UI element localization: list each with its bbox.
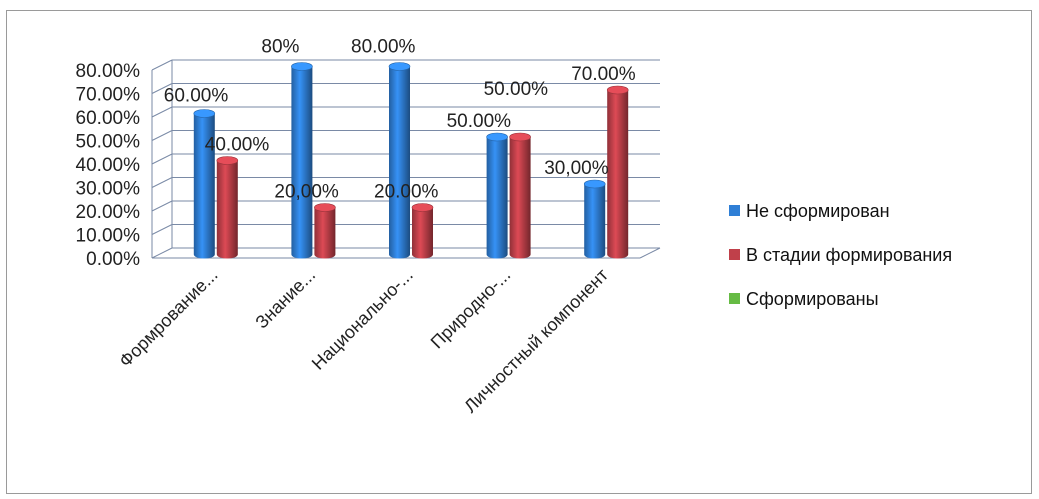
data-labels: 60.00% 40.00% 80% 20,00% 80.00% 20.00% 50.00% 5… bbox=[164, 37, 636, 203]
legend-swatch bbox=[729, 249, 740, 260]
legend-swatch bbox=[729, 293, 740, 304]
data-label: 50.00% bbox=[484, 79, 549, 100]
bars bbox=[193, 62, 629, 259]
bar-1-5 bbox=[583, 179, 606, 259]
data-label: 40.00% bbox=[205, 135, 270, 156]
gridline-side bbox=[151, 130, 173, 141]
y-tick-label: 10.00% bbox=[76, 226, 141, 247]
category-label: Национально-... bbox=[308, 265, 417, 374]
y-tick-label: 0.00% bbox=[86, 249, 140, 270]
y-tick-label: 40.00% bbox=[76, 155, 141, 176]
y-tick-label: 30.00% bbox=[76, 179, 141, 200]
gridline-side bbox=[151, 59, 173, 71]
bar-1-4 bbox=[486, 132, 508, 259]
category-label: Знание... bbox=[251, 265, 319, 333]
y-tick-label: 70.00% bbox=[76, 85, 141, 106]
data-label: 60.00% bbox=[164, 86, 229, 107]
data-label: 50.00% bbox=[447, 111, 512, 132]
gridline-side bbox=[151, 247, 173, 259]
legend-item: Сформированы bbox=[729, 289, 879, 309]
bar-1-1 bbox=[193, 109, 216, 259]
gridline-side bbox=[151, 224, 173, 235]
bar-2-3 bbox=[411, 203, 434, 259]
data-label: 30,00% bbox=[544, 158, 609, 179]
legend-label: В стадии формирования bbox=[746, 245, 952, 265]
y-tick-label: 80.00% bbox=[76, 61, 141, 82]
y-axis-ticks: 0.00%10.00% 20.00%30.00% 40.00%50.00% 60.00… bbox=[76, 61, 141, 270]
gridline-side bbox=[151, 153, 173, 165]
bar-2-5 bbox=[606, 85, 629, 259]
data-label: 20.00% bbox=[374, 182, 439, 203]
bar-1-2 bbox=[291, 62, 313, 259]
data-label: 80% bbox=[261, 37, 299, 58]
y-tick-label: 60.00% bbox=[76, 108, 141, 129]
category-label: Формрование... bbox=[115, 265, 221, 371]
gridline-side bbox=[151, 200, 173, 212]
category-label: Природно-... bbox=[427, 265, 515, 353]
bar-2-1 bbox=[216, 156, 239, 259]
legend: Не сформирован В стадии формирования Сформ… bbox=[729, 201, 952, 309]
data-label: 70.00% bbox=[571, 64, 636, 85]
gridline-side bbox=[151, 177, 173, 188]
data-label: 80.00% bbox=[351, 37, 416, 58]
legend-item: Не сформирован bbox=[729, 201, 890, 221]
data-label: 20,00% bbox=[274, 182, 339, 203]
floor-edge bbox=[639, 247, 661, 259]
x-axis-categories: Формрование... Знание...Национально-... Пр… bbox=[115, 265, 612, 417]
legend-label: Сформированы bbox=[746, 289, 879, 309]
y-tick-label: 50.00% bbox=[76, 132, 141, 153]
legend-item: В стадии формирования bbox=[729, 245, 952, 265]
bar-2-4 bbox=[509, 132, 531, 259]
y-tick-label: 20.00% bbox=[76, 202, 141, 223]
bar-2-2 bbox=[314, 203, 336, 259]
legend-swatch bbox=[729, 205, 740, 216]
bar-1-3 bbox=[388, 62, 411, 259]
gridline-side bbox=[151, 106, 173, 118]
legend-label: Не сформирован bbox=[746, 201, 890, 221]
gridline-side bbox=[151, 83, 173, 94]
